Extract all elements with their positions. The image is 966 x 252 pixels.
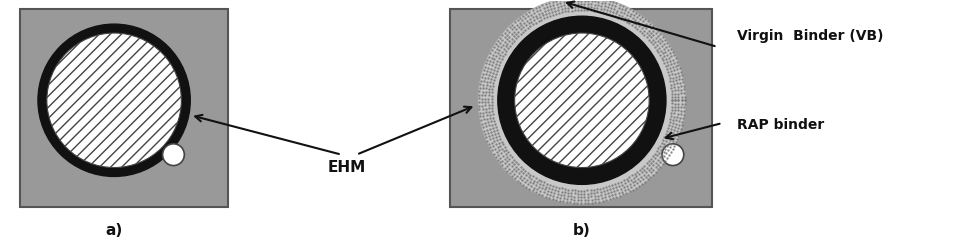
Circle shape — [662, 144, 684, 166]
Ellipse shape — [47, 33, 182, 168]
Ellipse shape — [515, 33, 649, 168]
Text: EHM: EHM — [327, 160, 366, 175]
Text: a): a) — [105, 223, 123, 238]
Ellipse shape — [497, 16, 666, 184]
Circle shape — [162, 144, 185, 166]
Text: b): b) — [573, 223, 591, 238]
Bar — [450, 9, 713, 207]
Text: RAP binder: RAP binder — [737, 118, 824, 132]
Bar — [20, 9, 228, 207]
Ellipse shape — [478, 0, 686, 204]
Text: Virgin  Binder (VB): Virgin Binder (VB) — [737, 29, 884, 43]
Ellipse shape — [38, 24, 190, 176]
